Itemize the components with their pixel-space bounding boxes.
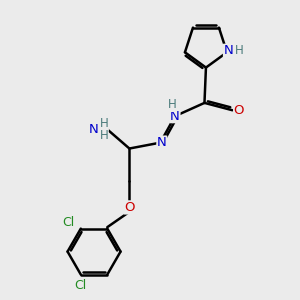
Text: Cl: Cl: [62, 216, 75, 229]
Text: O: O: [124, 201, 135, 214]
Text: H: H: [168, 98, 176, 111]
Text: H: H: [99, 129, 108, 142]
Text: Cl: Cl: [75, 279, 87, 292]
Text: O: O: [234, 104, 244, 117]
Text: N: N: [157, 136, 167, 149]
Text: H: H: [235, 44, 244, 57]
Text: H: H: [99, 117, 108, 130]
Text: N: N: [170, 110, 180, 123]
Text: N: N: [224, 44, 233, 57]
Text: N: N: [89, 123, 99, 136]
